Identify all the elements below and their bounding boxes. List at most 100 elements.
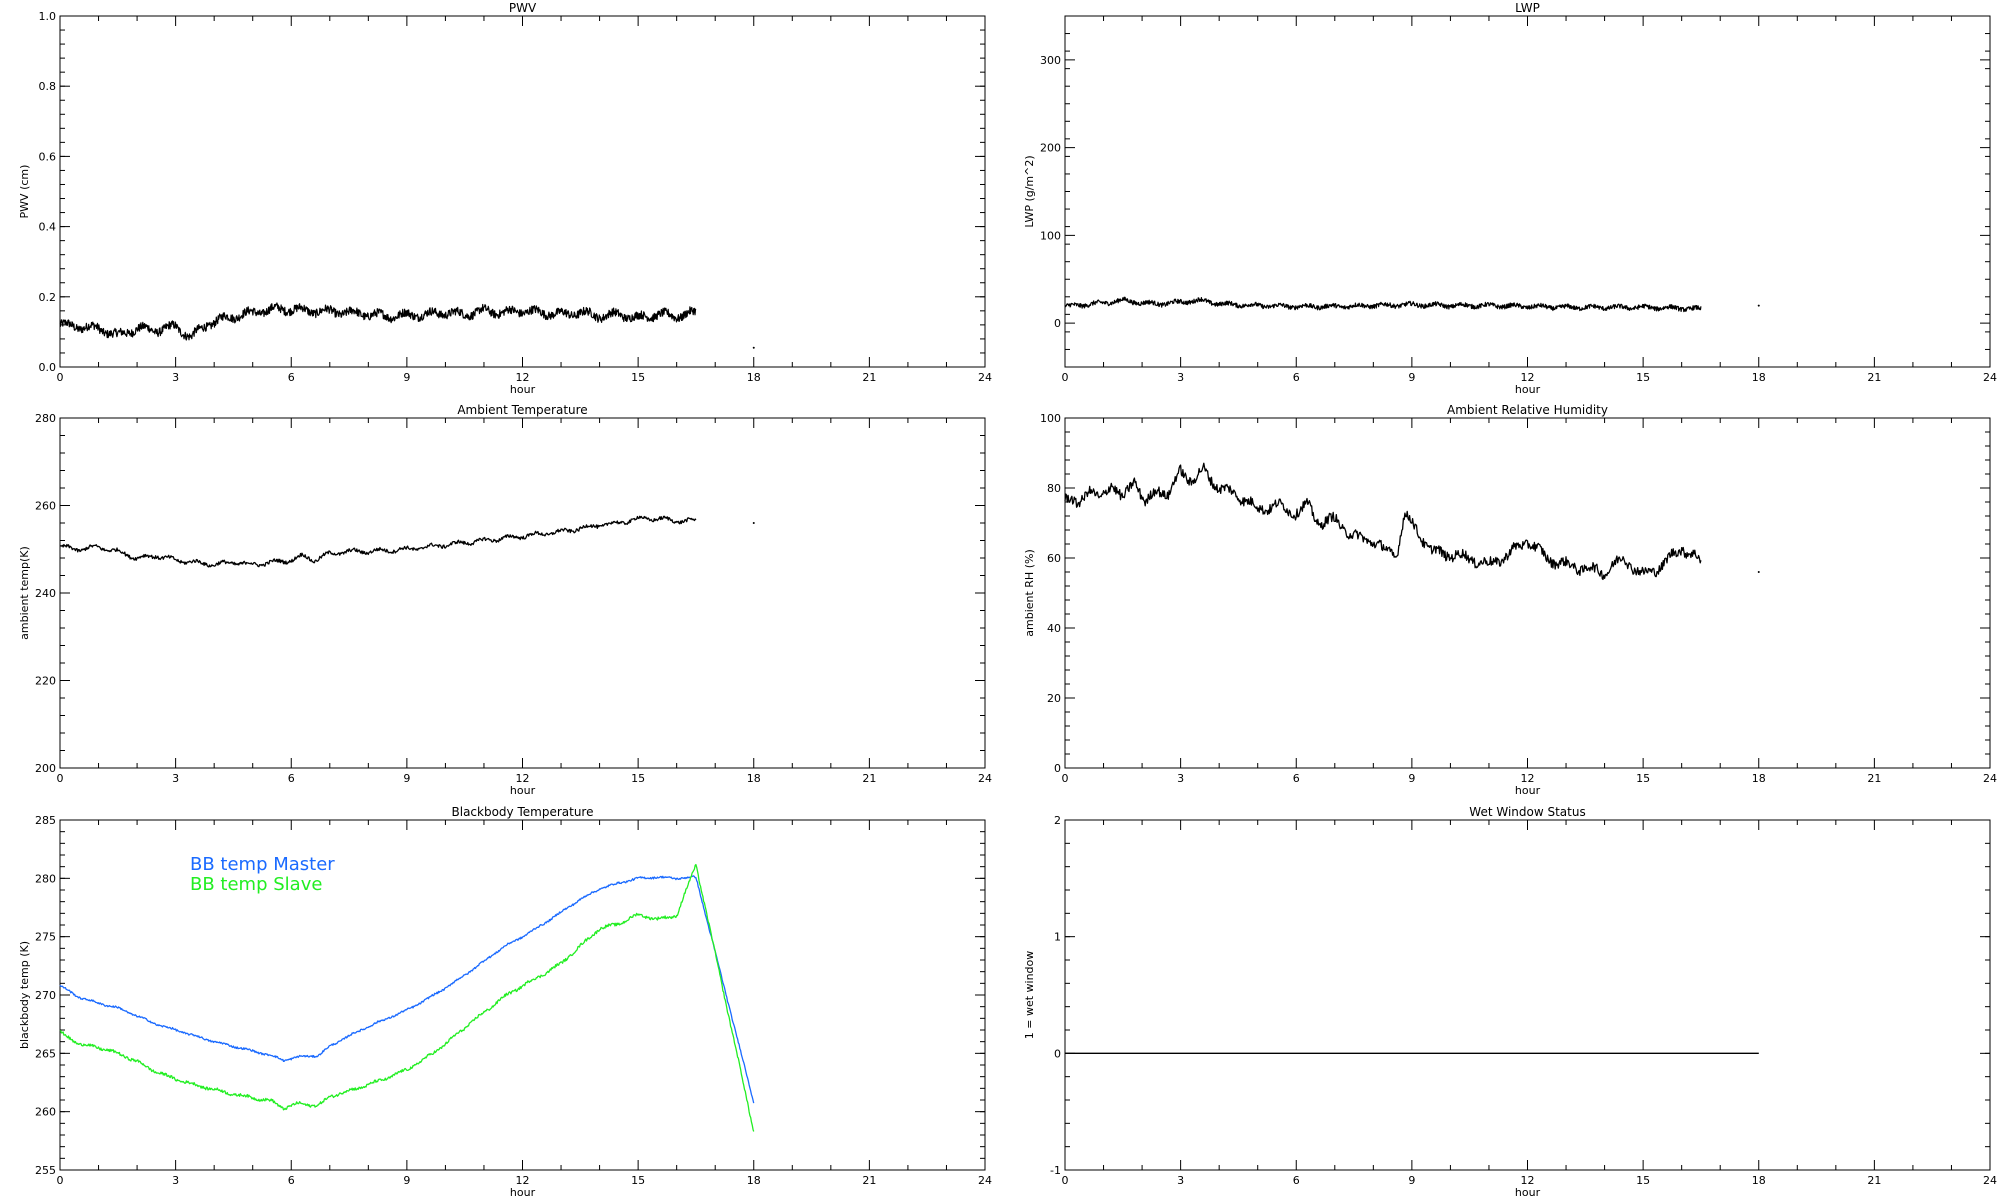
x-tick-label: 3 (1177, 371, 1184, 384)
y-axis-label: blackbody temp (K) (18, 941, 31, 1049)
y-tick-label: 2 (1054, 814, 1061, 827)
x-tick-label: 6 (1293, 772, 1300, 785)
y-axis-label: ambient RH (%) (1023, 549, 1036, 637)
series-line-2 (59, 863, 755, 1132)
series-line-1 (59, 515, 697, 568)
x-tick-label: 9 (1408, 772, 1415, 785)
y-tick-label: 0.2 (39, 291, 57, 304)
x-tick-label: 9 (1408, 371, 1415, 384)
x-tick-label: 15 (631, 772, 645, 785)
x-tick-label: 0 (57, 371, 64, 384)
y-tick-label: 40 (1047, 622, 1061, 635)
y-tick-label: 1 (1054, 931, 1061, 944)
y-tick-label: 60 (1047, 552, 1061, 565)
x-tick-label: 24 (978, 1174, 992, 1187)
y-tick-label: 200 (1040, 142, 1061, 155)
y-tick-label: 270 (35, 989, 56, 1002)
x-tick-label: 24 (1983, 772, 1997, 785)
x-tick-label: 3 (1177, 772, 1184, 785)
x-tick-label: 9 (1408, 1174, 1415, 1187)
x-tick-label: 21 (862, 371, 876, 384)
y-tick-label: 275 (35, 931, 56, 944)
y-axis-label: PWV (cm) (18, 165, 31, 219)
y-tick-label: 0 (1054, 762, 1061, 775)
y-tick-label: 0.8 (39, 80, 57, 93)
data-point (1757, 571, 1760, 573)
plot-frame (1064, 819, 1991, 1171)
x-tick-label: 18 (1752, 371, 1766, 384)
x-axis-label: hour (1515, 784, 1541, 797)
x-tick-label: 6 (288, 772, 295, 785)
y-tick-label: 100 (1040, 229, 1061, 242)
x-tick-label: 6 (288, 1174, 295, 1187)
x-tick-label: 6 (1293, 1174, 1300, 1187)
series-line-1 (59, 875, 755, 1104)
y-tick-label: -1 (1050, 1164, 1061, 1177)
chart-panel-5: Blackbody Temperature 0 3 6 9 12 15 18 21 24 hour 2… (18, 805, 992, 1199)
x-tick-label: 9 (403, 371, 410, 384)
x-tick-label: 15 (1636, 772, 1650, 785)
x-tick-label: 0 (1062, 371, 1069, 384)
x-tick-label: 15 (631, 371, 645, 384)
x-tick-label: 24 (1983, 371, 1997, 384)
series-line-1 (1064, 462, 1702, 581)
y-tick-label: 0.0 (39, 361, 57, 374)
chart-panel-4: Ambient Relative Humidity 0 3 6 9 12 15 18 21 24 h… (1023, 403, 1997, 797)
x-tick-label: 24 (978, 371, 992, 384)
chart-title: Ambient Temperature (457, 403, 587, 417)
plot-frame (1064, 417, 1991, 769)
x-tick-label: 0 (57, 1174, 64, 1187)
x-tick-label: 9 (403, 1174, 410, 1187)
x-tick-label: 12 (1521, 772, 1535, 785)
plot-frame (1064, 15, 1991, 368)
x-tick-label: 0 (1062, 772, 1069, 785)
x-tick-label: 21 (862, 1174, 876, 1187)
chart-title: Blackbody Temperature (452, 805, 594, 819)
x-axis-label: hour (510, 784, 536, 797)
chart-panel-2: LWP 0 3 6 9 12 15 18 21 24 hour 0 100 200 300 LWP (g/m^… (1023, 1, 1997, 396)
y-tick-label: 20 (1047, 692, 1061, 705)
x-tick-label: 9 (403, 772, 410, 785)
legend-entry: BB temp Master (190, 854, 335, 875)
y-tick-label: 1.0 (39, 10, 57, 23)
chart-title: PWV (509, 1, 537, 15)
x-tick-label: 21 (862, 772, 876, 785)
plot-frame (59, 417, 986, 769)
y-tick-label: 255 (35, 1164, 56, 1177)
y-tick-label: 100 (1040, 412, 1061, 425)
chart-title: Ambient Relative Humidity (1447, 403, 1608, 417)
x-tick-label: 18 (1752, 772, 1766, 785)
x-tick-label: 21 (1867, 772, 1881, 785)
x-tick-label: 24 (1983, 1174, 1997, 1187)
x-axis-label: hour (510, 383, 536, 396)
x-tick-label: 18 (747, 1174, 761, 1187)
y-tick-label: 240 (35, 587, 56, 600)
x-tick-label: 18 (747, 371, 761, 384)
chart-title: LWP (1515, 1, 1540, 15)
x-tick-label: 18 (747, 772, 761, 785)
x-axis-label: hour (510, 1186, 536, 1199)
y-tick-label: 0 (1054, 1047, 1061, 1060)
series-line-1 (59, 302, 697, 341)
y-tick-label: 0.6 (39, 150, 57, 163)
chart-panel-1: PWV 0 3 6 9 12 15 18 21 24 hour 0.0 0.2 0.4 0.6 0.8 1.0 P… (18, 1, 992, 396)
y-tick-label: 200 (35, 762, 56, 775)
x-tick-label: 12 (1521, 1174, 1535, 1187)
y-tick-label: 260 (35, 500, 56, 513)
y-tick-label: 285 (35, 814, 56, 827)
x-tick-label: 15 (1636, 371, 1650, 384)
x-tick-label: 12 (1521, 371, 1535, 384)
x-tick-label: 21 (1867, 371, 1881, 384)
y-tick-label: 260 (35, 1106, 56, 1119)
x-tick-label: 15 (1636, 1174, 1650, 1187)
y-tick-label: 265 (35, 1047, 56, 1060)
x-tick-label: 3 (172, 772, 179, 785)
legend-entry: BB temp Slave (190, 874, 322, 895)
x-tick-label: 12 (516, 1174, 530, 1187)
y-tick-label: 300 (1040, 54, 1061, 67)
chart-panel-3: Ambient Temperature 0 3 6 9 12 15 18 21 24 hour 200… (18, 403, 992, 797)
x-tick-label: 12 (516, 371, 530, 384)
data-point (1757, 304, 1760, 307)
